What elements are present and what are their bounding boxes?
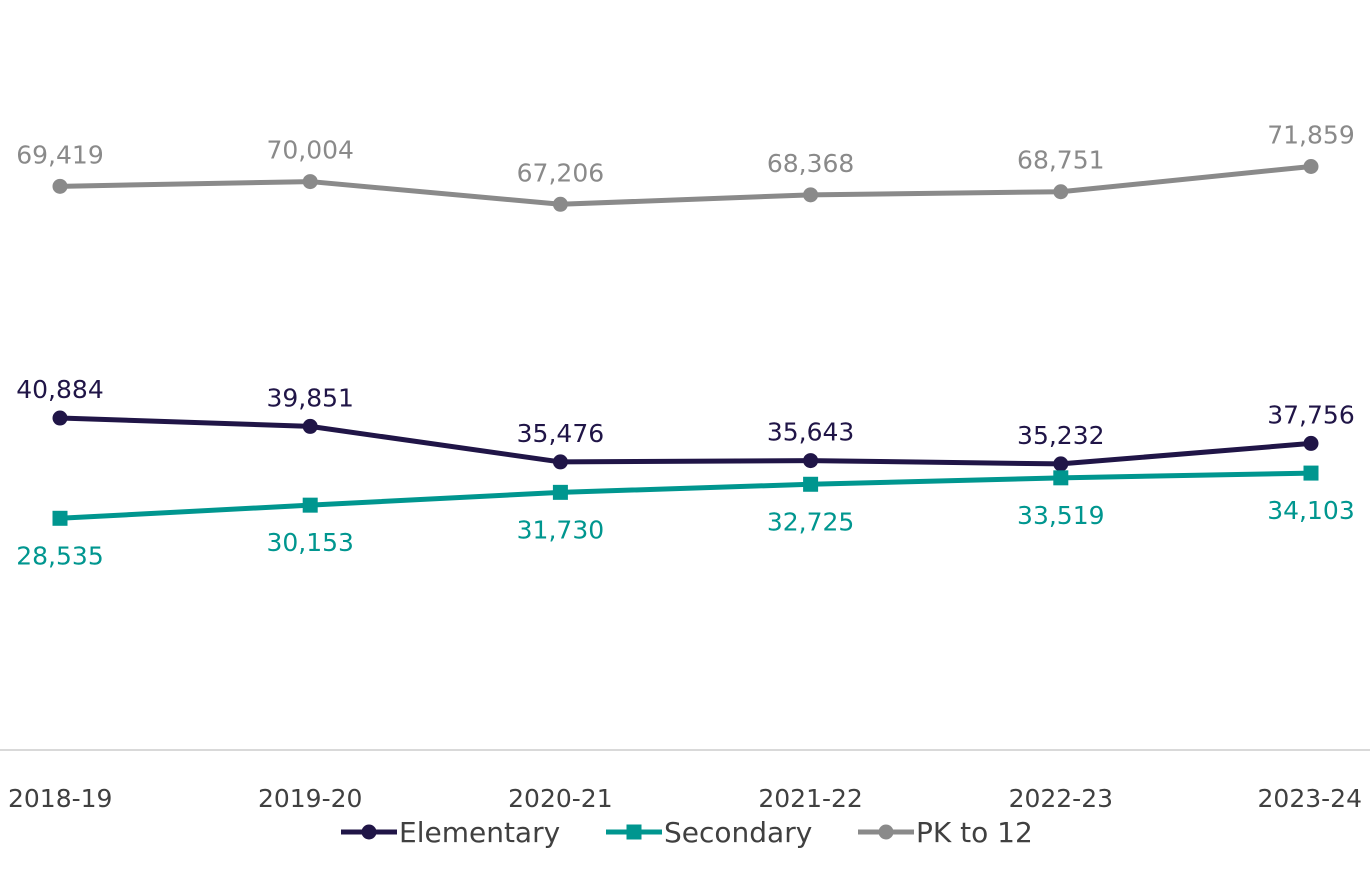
x-tick-label: 2019-20 [258,784,362,813]
data-label-pk-to-12: 70,004 [266,136,353,165]
data-point-secondary [302,497,318,513]
legend-item-secondary[interactable]: Secondary [606,816,812,849]
data-label-layer: 40,884 39,851 35,476 35,643 35,232 37,756 28,5… [16,121,1354,571]
data-label-elementary: 39,851 [266,383,353,412]
data-label-secondary: 34,103 [1267,496,1354,525]
data-point-secondary [1053,470,1069,486]
data-label-secondary: 30,153 [266,528,353,557]
data-point-pk-to-12 [1303,159,1319,175]
data-label-secondary: 32,725 [767,507,854,536]
data-point-pk-to-12 [1053,184,1069,200]
data-point-pk-to-12 [302,174,318,190]
data-point-pk-to-12 [552,196,568,212]
data-point-secondary [803,476,819,492]
data-label-secondary: 28,535 [16,541,103,570]
data-point-secondary [52,510,68,526]
data-point-elementary [302,418,318,434]
data-point-pk-to-12 [52,178,68,194]
data-label-elementary: 35,643 [767,418,854,447]
legend-label: PK to 12 [916,816,1033,849]
legend-item-elementary[interactable]: Elementary [341,816,560,849]
series-line-pk-to-12 [57,164,1314,207]
legend-swatch-marker [361,824,377,840]
legend-swatch-marker [626,824,642,840]
legend-label: Elementary [399,816,560,849]
data-label-pk-to-12: 69,419 [16,140,103,169]
data-point-elementary [552,454,568,470]
data-point-elementary [1053,456,1069,472]
data-label-pk-to-12: 67,206 [517,158,604,187]
x-tick-label: 2021-22 [758,784,862,813]
data-point-elementary [1303,435,1319,451]
legend-swatch-marker [878,824,894,840]
data-label-pk-to-12: 68,751 [1017,146,1104,175]
data-label-pk-to-12: 71,859 [1267,121,1354,150]
x-tick-label: 2018-19 [8,784,112,813]
x-tick-label: 2020-21 [508,784,612,813]
data-point-elementary [803,453,819,469]
series-layer [52,159,1319,526]
data-point-pk-to-12 [803,187,819,203]
data-label-elementary: 35,232 [1017,421,1104,450]
legend[interactable]: Elementary Secondary PK to 12 [341,816,1033,849]
data-label-elementary: 37,756 [1267,400,1354,429]
data-label-secondary: 33,519 [1017,501,1104,530]
x-tick-layer: 2018-19 2019-20 2020-21 2021-22 2022-23 2023-… [8,784,1362,813]
data-point-secondary [1303,465,1319,481]
legend-label: Secondary [664,816,812,849]
data-label-pk-to-12: 68,368 [767,149,854,178]
x-tick-label: 2022-23 [1009,784,1113,813]
data-label-elementary: 35,476 [517,419,604,448]
legend-item-pk-to-12[interactable]: PK to 12 [858,816,1033,849]
series-line-secondary [57,470,1314,521]
data-label-secondary: 31,730 [517,515,604,544]
data-point-elementary [52,410,68,426]
series-line-elementary [57,415,1314,467]
data-label-elementary: 40,884 [16,375,103,404]
data-point-secondary [552,484,568,500]
x-tick-label: 2023-24 [1258,784,1362,813]
